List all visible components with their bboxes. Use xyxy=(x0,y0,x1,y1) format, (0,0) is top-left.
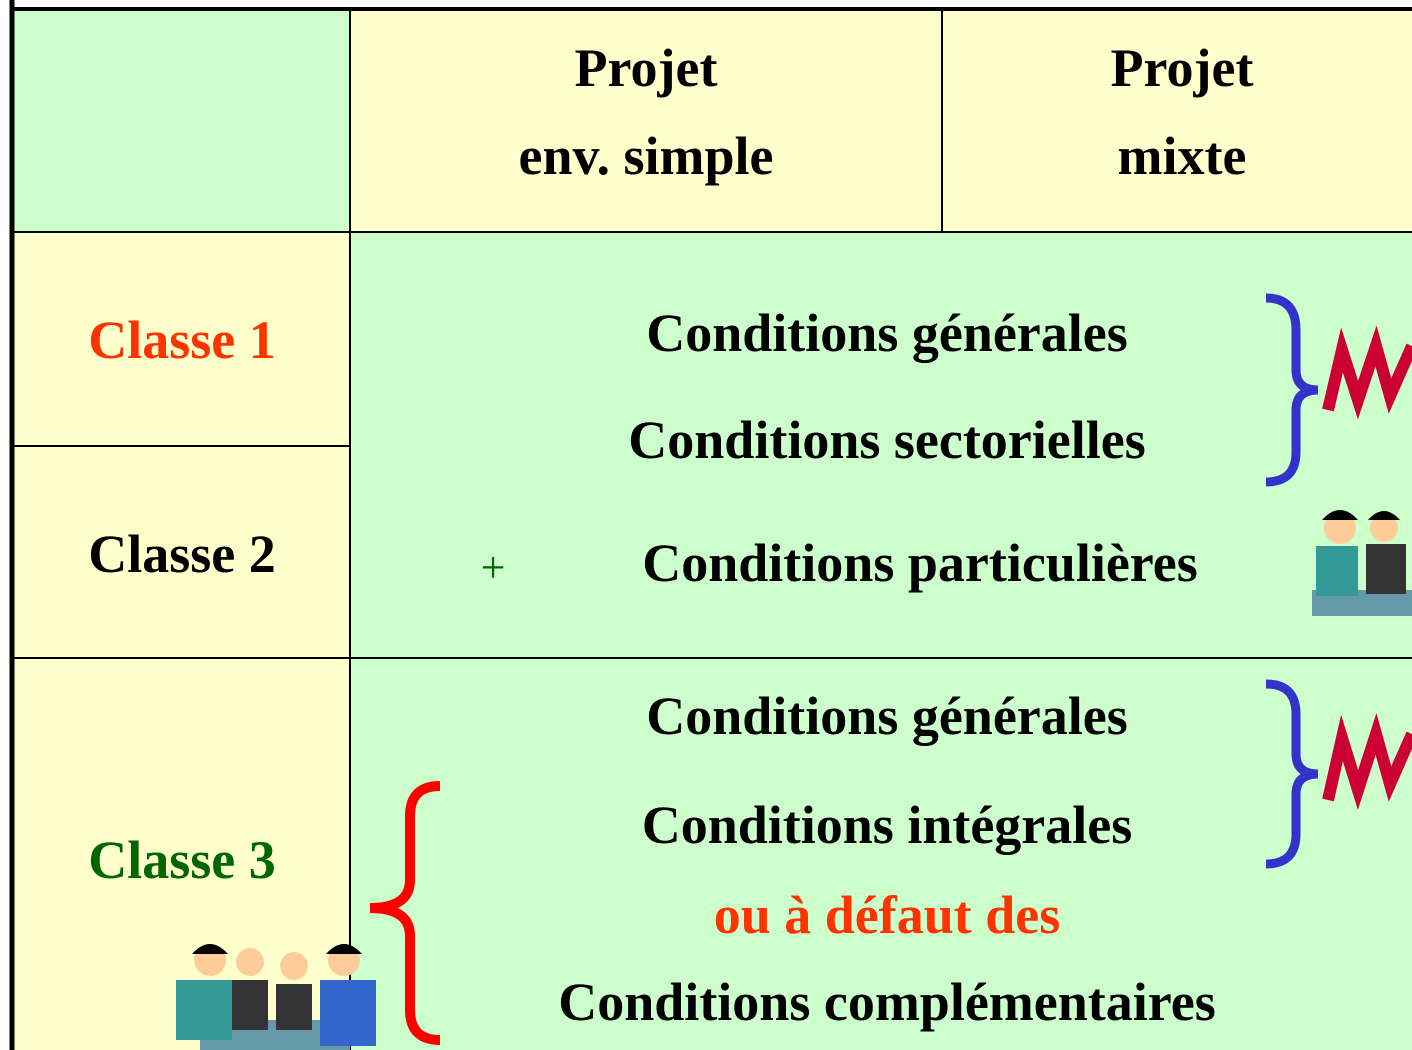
header-text: mixte xyxy=(1117,126,1247,186)
row-label: Classe 2 xyxy=(88,524,276,584)
condition-text: Conditions complémentaires xyxy=(558,972,1216,1032)
plus-sign: + xyxy=(480,543,506,592)
row-label: Classe 3 xyxy=(88,830,276,890)
condition-text: Conditions intégrales xyxy=(641,795,1133,855)
body-cell xyxy=(350,232,1412,1050)
condition-text: Conditions générales xyxy=(646,303,1128,363)
header-cell xyxy=(350,8,942,232)
people-icon xyxy=(176,944,376,1050)
corner-cell xyxy=(10,8,350,232)
people-icon xyxy=(1312,510,1412,616)
condition-text: Conditions générales xyxy=(646,686,1128,746)
row-label: Classe 1 xyxy=(88,310,276,370)
row-label-cell xyxy=(10,232,350,1050)
alternative-text: ou à défaut des xyxy=(713,885,1061,945)
condition-text: Conditions particulières xyxy=(642,533,1198,593)
condition-text: Conditions sectorielles xyxy=(628,410,1146,470)
header-text: env. simple xyxy=(518,126,774,186)
header-text: Projet xyxy=(574,38,718,98)
header-cell xyxy=(942,8,1412,232)
header-text: Projet xyxy=(1110,38,1254,98)
